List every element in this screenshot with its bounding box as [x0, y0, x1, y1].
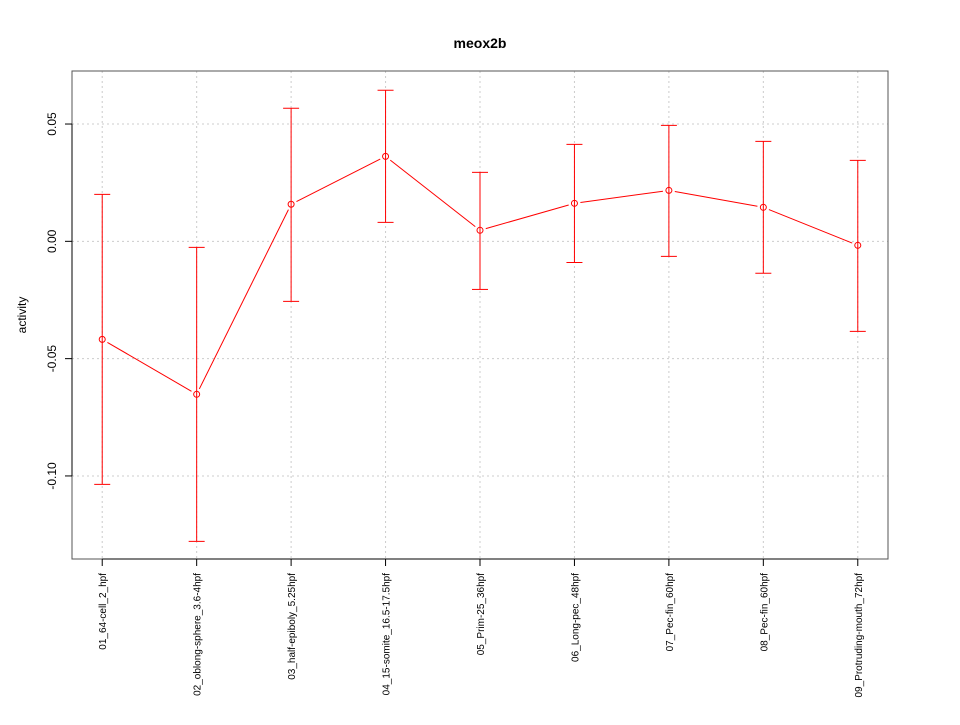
line-segment — [296, 158, 381, 202]
y-tick-label: 0.05 — [45, 112, 59, 136]
y-axis-label: activity — [15, 297, 29, 334]
x-tick-label: 04_15-somite_16.5-17.5hpf — [382, 573, 393, 696]
line-segment — [107, 341, 192, 392]
data-point — [382, 152, 390, 160]
x-tick-label: 09_Protruding-mouth_72hpf — [854, 573, 865, 698]
line-segment — [674, 190, 758, 207]
error-bars — [94, 89, 866, 542]
data-point — [193, 390, 201, 398]
line-segment — [389, 159, 476, 228]
plot-frame — [71, 70, 889, 560]
line-segment — [198, 209, 289, 390]
x-tick-label: 05_Prim-25_36hpf — [476, 573, 487, 655]
data-points — [98, 152, 862, 398]
y-tick-label: -0.05 — [45, 345, 59, 373]
x-tick-label: 06_Long-pec_48hpf — [570, 573, 581, 662]
x-tick-label: 03_half-epiboly_5.25hpf — [287, 573, 298, 680]
chart-title: meox2b — [454, 35, 507, 51]
x-tick-label: 08_Pec-fin_60hpf — [759, 573, 770, 652]
x-tick-label: 02_oblong-sphere_3.6-4hpf — [193, 573, 204, 696]
line-segment — [485, 204, 569, 230]
y-tick-label: 0.00 — [45, 229, 59, 253]
line-segment — [580, 190, 664, 204]
data-point — [476, 226, 484, 234]
data-point — [287, 200, 295, 208]
data-point — [98, 335, 106, 343]
y-tick-label: -0.10 — [45, 462, 59, 490]
x-axis: 01_64-cell_2_hpf 02_oblong-sphere_3.6-4hp… — [98, 558, 865, 698]
x-tick-label: 01_64-cell_2_hpf — [98, 573, 109, 650]
data-point — [570, 199, 578, 207]
data-point — [759, 203, 767, 211]
grid — [72, 71, 888, 559]
line-segment — [768, 209, 853, 244]
y-axis: -0.10 -0.05 0.00 0.05 — [45, 112, 73, 490]
series-line — [107, 158, 853, 392]
x-tick-label: 07_Pec-fin_60hpf — [665, 573, 676, 652]
data-point — [854, 241, 862, 249]
data-point — [665, 186, 673, 194]
